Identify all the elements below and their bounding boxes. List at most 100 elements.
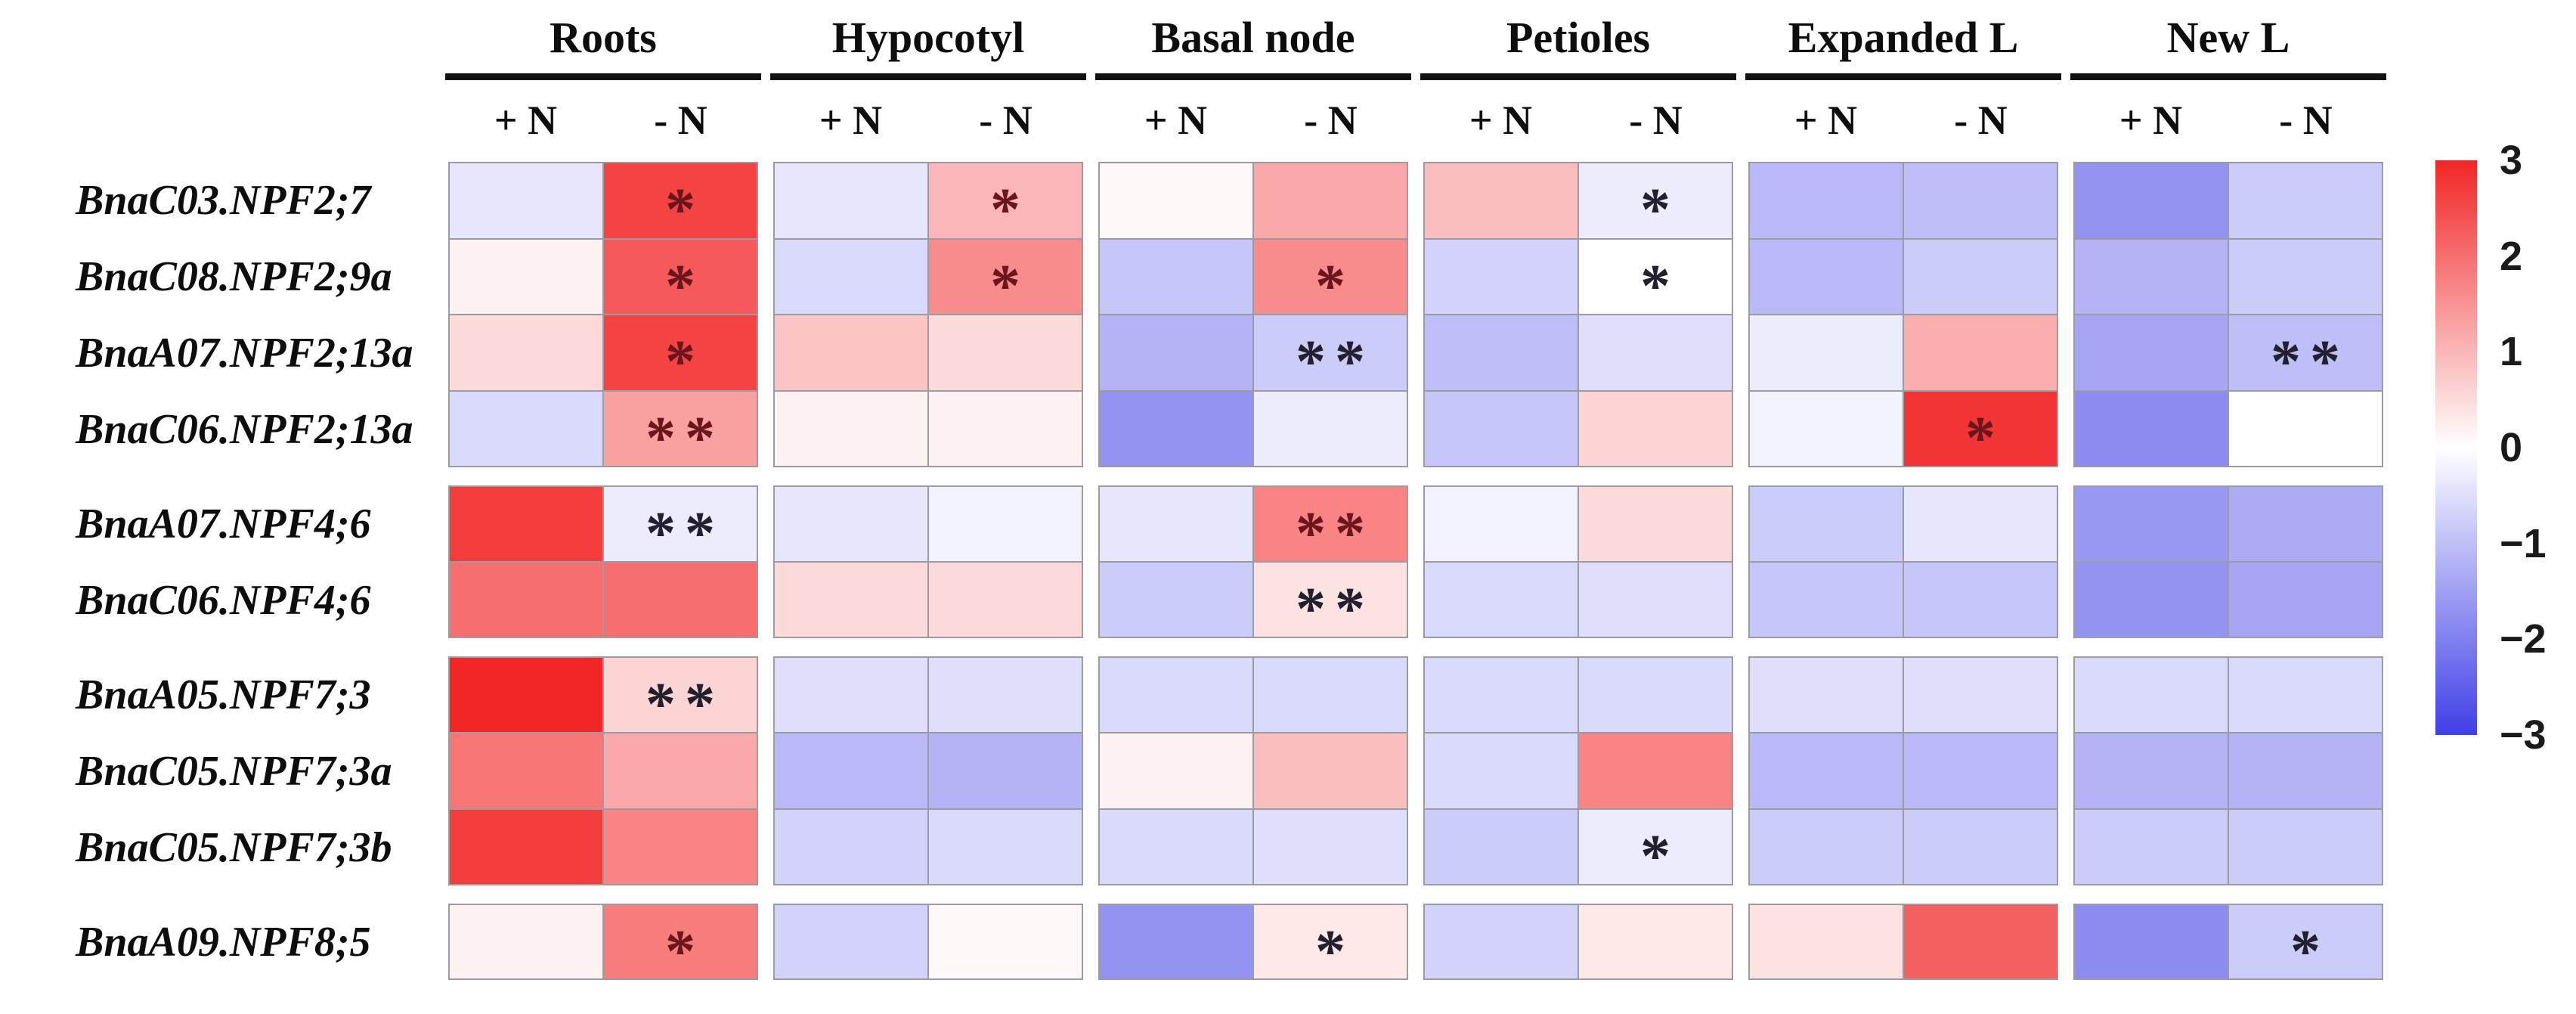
heatmap-block bbox=[2073, 485, 2383, 638]
heatmap-cell bbox=[1578, 733, 1732, 809]
heatmap-block: * bbox=[1423, 656, 1733, 887]
heatmap-cell bbox=[1253, 163, 1407, 239]
heatmap-cell bbox=[928, 390, 1082, 467]
heatmap-cell bbox=[774, 562, 928, 637]
tissue-header-rule bbox=[445, 73, 761, 80]
tissue-header: Basal node bbox=[1151, 13, 1355, 62]
heatmap-block bbox=[2073, 656, 2383, 885]
significance-mark: * bbox=[665, 918, 704, 985]
heatmap-cell: * bbox=[1253, 904, 1407, 981]
significance-mark: * bbox=[665, 329, 704, 396]
heatmap-cell bbox=[774, 238, 928, 315]
heatmap-cell bbox=[1099, 163, 1253, 239]
heatmap-block bbox=[773, 904, 1083, 980]
heatmap-cell bbox=[928, 904, 1082, 979]
heatmap-cell bbox=[1253, 733, 1407, 809]
heatmap-cell: * bbox=[603, 315, 757, 396]
heatmap-cell bbox=[2074, 808, 2228, 885]
heatmap-cell bbox=[2228, 390, 2382, 467]
heatmap-cell bbox=[2074, 904, 2228, 979]
colorbar-tick-label: −2 bbox=[2500, 616, 2547, 662]
heatmap-cell bbox=[1424, 657, 1578, 733]
heatmap-cell bbox=[774, 315, 928, 391]
heatmap-cell bbox=[928, 808, 1082, 885]
significance-mark: * bbox=[1640, 253, 1680, 320]
heatmap-cell bbox=[449, 657, 603, 733]
heatmap-cell: ** bbox=[1253, 315, 1407, 396]
heatmap-cell bbox=[774, 904, 928, 979]
colorbar-gradient bbox=[2435, 160, 2477, 735]
heatmap-cell bbox=[1749, 390, 1903, 467]
heatmap-block bbox=[773, 656, 1083, 885]
heatmap-cell bbox=[774, 657, 928, 733]
colorbar-tick-label: 3 bbox=[2500, 138, 2523, 183]
heatmap-cell bbox=[1578, 562, 1732, 637]
significance-mark: * bbox=[1965, 405, 2005, 472]
heatmap-cell: * bbox=[603, 904, 757, 985]
heatmap-block bbox=[773, 485, 1083, 638]
heatmap-cell bbox=[1903, 238, 2057, 315]
heatmap-cell bbox=[1424, 808, 1578, 885]
heatmap-cell bbox=[449, 904, 603, 979]
heatmap-block: * bbox=[1098, 904, 1408, 981]
heatmap-block: ** bbox=[773, 162, 1083, 467]
heatmap-cell bbox=[2228, 163, 2382, 239]
heatmap-cell bbox=[1253, 808, 1407, 885]
heatmap-cell bbox=[2228, 486, 2382, 562]
heatmap-cell bbox=[1099, 390, 1253, 467]
heatmap-cell bbox=[1749, 904, 1903, 979]
heatmap-cell bbox=[2074, 733, 2228, 809]
heatmap-cell bbox=[1903, 163, 2057, 239]
heatmap-cell bbox=[1253, 657, 1407, 733]
heatmap-block: * bbox=[2073, 904, 2383, 985]
heatmap-cell bbox=[449, 163, 603, 239]
heatmap-cell bbox=[2074, 390, 2228, 467]
heatmap-cell: ** bbox=[2228, 315, 2382, 396]
gene-label: BnaA07.NPF4;6 bbox=[76, 500, 371, 547]
heatmap-cell bbox=[1749, 733, 1903, 809]
heatmap-cell bbox=[2228, 657, 2382, 733]
heatmap-cell bbox=[928, 486, 1082, 562]
tissue-header-rule bbox=[1095, 73, 1411, 80]
heatmap-cell bbox=[774, 486, 928, 562]
significance-mark: * bbox=[2290, 918, 2330, 985]
heatmap-block: * bbox=[448, 904, 758, 985]
heatmap-cell bbox=[1424, 562, 1578, 637]
significance-mark: ** bbox=[2271, 329, 2349, 396]
heatmap-cell bbox=[1099, 904, 1253, 979]
heatmap-cell bbox=[1424, 315, 1578, 391]
heatmap-cell bbox=[1903, 808, 2057, 885]
heatmap-cell bbox=[2074, 315, 2228, 391]
heatmap-cell bbox=[1903, 733, 2057, 809]
gene-label: BnaA07.NPF2;13a bbox=[76, 329, 413, 377]
tissue-header: Expanded L bbox=[1788, 13, 2019, 62]
condition-label: - N bbox=[1629, 98, 1683, 143]
heatmap-cell bbox=[774, 390, 928, 467]
condition-label: - N bbox=[2279, 98, 2333, 143]
heatmap-cell bbox=[1424, 486, 1578, 562]
heatmap-cell bbox=[1099, 315, 1253, 391]
significance-mark: * bbox=[990, 253, 1029, 320]
heatmap-cell bbox=[774, 808, 928, 885]
condition-label: - N bbox=[654, 98, 707, 143]
heatmap-block: * ** bbox=[1098, 162, 1408, 467]
heatmap-block: * bbox=[1748, 162, 2058, 472]
heatmap-block: ** bbox=[448, 485, 758, 638]
heatmap-cell: ** bbox=[1253, 562, 1407, 640]
condition-label: + N bbox=[1469, 98, 1533, 143]
heatmap-cell bbox=[1903, 315, 2057, 391]
heatmap-cell bbox=[1424, 163, 1578, 239]
heatmap-cell bbox=[2228, 733, 2382, 809]
heatmap-cell bbox=[928, 657, 1082, 733]
significance-mark: ** bbox=[646, 500, 724, 567]
significance-mark: ** bbox=[1296, 500, 1374, 567]
gene-label: BnaC05.NPF7;3a bbox=[76, 747, 392, 795]
heatmap-cell bbox=[1749, 238, 1903, 315]
heatmap-cell bbox=[928, 562, 1082, 637]
heatmap-cell: * bbox=[928, 238, 1082, 320]
significance-mark: * bbox=[665, 177, 704, 244]
gene-label: BnaC06.NPF4;6 bbox=[76, 576, 371, 624]
significance-mark: ** bbox=[1296, 329, 1374, 396]
condition-label: - N bbox=[1304, 98, 1358, 143]
